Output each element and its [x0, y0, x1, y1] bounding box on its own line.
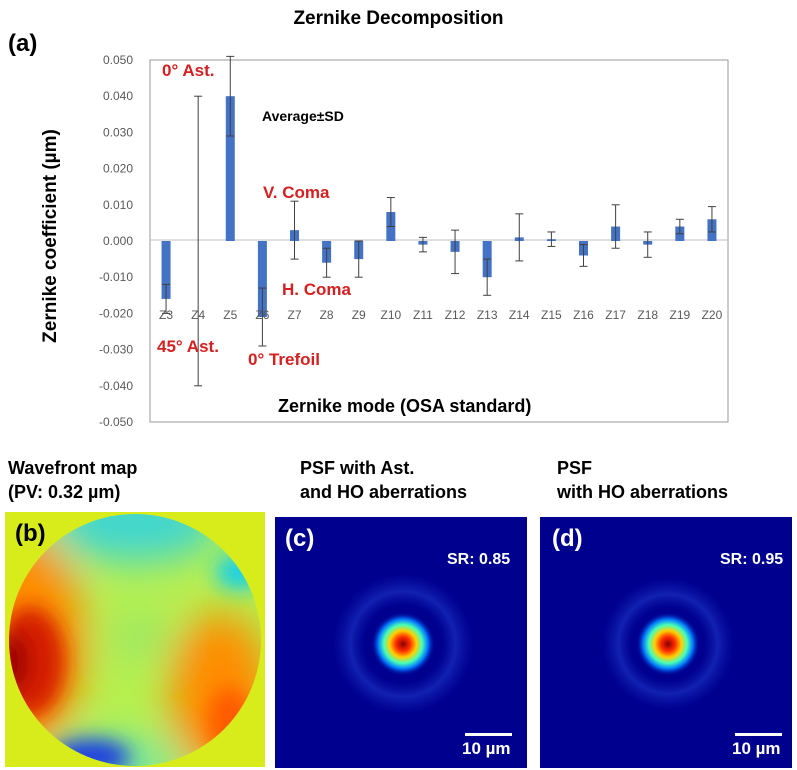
scale-bar-c: [465, 733, 512, 736]
x-tick-label: Z18: [637, 308, 658, 322]
panel-label-c: (c): [285, 525, 315, 552]
scale-label-d: 10 µm: [732, 739, 781, 758]
bar-z5: [225, 96, 235, 241]
panel-c-title: PSF with Ast. and HO aberrations: [300, 458, 468, 502]
x-tick-label: Z17: [605, 308, 626, 322]
annotation-v-coma: V. Coma: [263, 183, 330, 202]
plot-area-border: [149, 59, 729, 423]
panel-d-title: PSF with HO aberrations: [557, 458, 729, 502]
y-tick-label: -0.040: [99, 379, 133, 393]
chart-title: Zernike Decomposition: [293, 8, 504, 29]
y-tick-labels: 0.050 0.040 0.030 0.020 0.010 0.000 -0.010 -0.0…: [99, 53, 133, 429]
y-tick-label: 0.000: [103, 234, 133, 248]
panel-label-d: (d): [552, 525, 583, 552]
x-tick-label: Z19: [669, 308, 690, 322]
annotation-0-trefoil: 0° Trefoil: [248, 350, 320, 369]
legend-text: Average±SD: [262, 108, 344, 124]
panel-label-b: (b): [15, 520, 46, 547]
strehl-ratio-c: SR: 0.85: [447, 551, 511, 568]
strehl-ratio-d: SR: 0.95: [720, 551, 784, 568]
x-tick-label: Z16: [573, 308, 594, 322]
zernike-bar-chart: 0.050 0.040 0.030 0.020 0.010 0.000 -0.010 -0.0…: [99, 53, 729, 429]
y-tick-label: -0.020: [99, 306, 133, 320]
psf-d-image: [602, 578, 734, 710]
y-tick-label: 0.020: [103, 162, 133, 176]
x-tick-label: Z14: [509, 308, 530, 322]
y-tick-label: -0.050: [99, 415, 133, 429]
annotation-h-coma: H. Coma: [282, 280, 351, 299]
x-tick-labels: Z3 Z4 Z5 Z6 Z7 Z8 Z9 Z10 Z11 Z12 Z13 Z14 Z15 Z16 Z17 Z1…: [159, 308, 723, 322]
scale-label-c: 10 µm: [462, 739, 511, 758]
x-tick-label: Z7: [287, 308, 301, 322]
x-tick-label: Z15: [541, 308, 562, 322]
panel-label-a: (a): [8, 30, 38, 57]
x-tick-label: Z20: [702, 308, 723, 322]
psf-panel-c: (c) SR: 0.85 10 µm: [275, 517, 527, 768]
x-tick-label: Z3: [159, 308, 173, 322]
x-tick-label: Z6: [255, 308, 269, 322]
psf-c-image: [333, 574, 473, 714]
x-tick-label: Z13: [477, 308, 498, 322]
wavefront-map-panel: (b): [5, 512, 265, 767]
y-tick-label: 0.010: [103, 198, 133, 212]
y-tick-label: -0.010: [99, 270, 133, 284]
x-tick-label: Z10: [380, 308, 401, 322]
wavefront-map-image: [9, 514, 261, 766]
x-axis-title: Zernike mode (OSA standard): [278, 396, 532, 416]
bar-z3: [161, 241, 171, 299]
x-tick-label: Z12: [445, 308, 466, 322]
scale-bar-d: [735, 733, 782, 736]
y-tick-label: 0.050: [103, 53, 133, 67]
x-tick-label: Z8: [320, 308, 334, 322]
y-tick-label: -0.030: [99, 343, 133, 357]
bars: [161, 96, 717, 318]
annotation-0-ast: 0° Ast.: [162, 61, 215, 80]
x-tick-label: Z9: [352, 308, 366, 322]
x-tick-label: Z5: [223, 308, 237, 322]
y-tick-label: 0.040: [103, 89, 133, 103]
psf-panel-d: (d) SR: 0.95 10 µm: [540, 517, 792, 768]
error-bars: [162, 55, 716, 387]
annotation-45-ast: 45° Ast.: [157, 337, 219, 356]
x-tick-label: Z11: [413, 308, 433, 322]
x-tick-label: Z4: [191, 308, 205, 322]
bar-z6: [257, 241, 267, 318]
y-tick-label: 0.030: [103, 125, 133, 139]
panel-b-title: Wavefront map (PV: 0.32 µm): [8, 458, 138, 502]
